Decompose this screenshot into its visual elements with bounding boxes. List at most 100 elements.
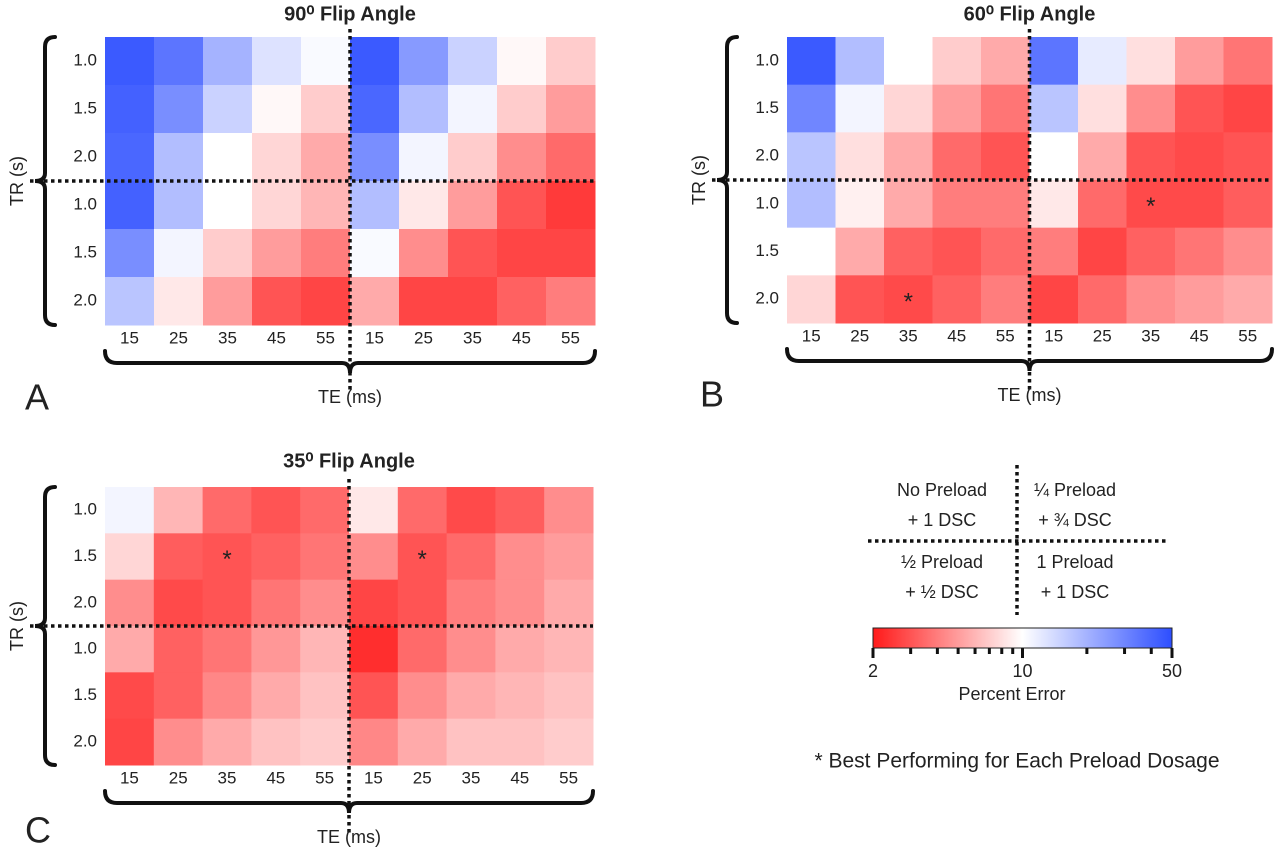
heatmap-cell xyxy=(932,227,982,276)
heatmap-cell xyxy=(546,229,596,278)
panel-letter: A xyxy=(25,377,49,418)
heatmap-cell xyxy=(1126,84,1176,133)
heatmap-cell xyxy=(301,133,351,182)
heatmap-cell xyxy=(202,533,252,581)
heatmap-cell xyxy=(252,181,302,230)
legend-text: + 1 DSC xyxy=(1041,582,1110,602)
heatmap-cell xyxy=(884,275,933,324)
heatmap-cell xyxy=(301,37,351,86)
heatmap-cell xyxy=(153,626,204,673)
colorbar-tick-label: 2 xyxy=(868,661,878,681)
footnote: * Best Performing for Each Preload Dosag… xyxy=(814,750,1219,773)
x-tick-label: 55 xyxy=(996,326,1015,345)
heatmap-cell xyxy=(835,275,885,324)
legend-text: + ¾ DSC xyxy=(1038,510,1112,530)
heatmap-cell xyxy=(350,181,400,230)
y-tick-label: 2.0 xyxy=(73,290,97,309)
heatmap-cell xyxy=(1223,84,1273,133)
heatmap-cell xyxy=(1175,180,1224,229)
heatmap-cell xyxy=(1175,227,1224,276)
heatmap-cell xyxy=(154,181,204,230)
y-axis-label: TR (s) xyxy=(689,155,709,205)
heatmap-cell xyxy=(301,277,351,326)
x-tick-label: 45 xyxy=(512,328,531,347)
panel-letter: B xyxy=(700,374,724,415)
heatmap-cell xyxy=(1175,275,1224,324)
x-tick-label: 25 xyxy=(850,326,869,345)
heatmap-cell xyxy=(546,85,596,134)
heatmap-cell xyxy=(884,132,933,181)
legend-text: ¼ Preload xyxy=(1034,480,1116,500)
y-tick-label: 1.5 xyxy=(73,242,97,261)
heatmap-cell xyxy=(544,672,594,720)
legend-text: 1 Preload xyxy=(1036,552,1113,572)
x-tick-label: 35 xyxy=(463,328,482,347)
heatmap-cell xyxy=(497,133,547,182)
heatmap-cell xyxy=(300,626,350,673)
heatmap-cell xyxy=(153,718,204,766)
heatmap-cell xyxy=(1078,37,1127,86)
x-tick-label: 35 xyxy=(218,768,237,787)
heatmap-cell xyxy=(105,579,155,627)
heatmap-cell xyxy=(495,718,545,766)
heatmap-cell xyxy=(932,132,982,181)
panel-letter: C xyxy=(25,810,51,851)
heatmap-cell xyxy=(252,229,302,278)
heatmap-cell xyxy=(105,277,155,326)
x-tick-label: 35 xyxy=(218,328,237,347)
heatmap-cell xyxy=(301,229,351,278)
heatmap-cell xyxy=(350,85,400,134)
heatmap-cell xyxy=(787,84,836,133)
heatmap-cell xyxy=(202,672,252,720)
heatmap-cell xyxy=(251,579,301,627)
heatmap-cell xyxy=(497,181,547,230)
heatmap-cell xyxy=(1078,275,1127,324)
heatmap-cell xyxy=(154,85,204,134)
heatmap-cell xyxy=(448,277,498,326)
heatmap-cell xyxy=(154,37,204,86)
heatmap-cell xyxy=(546,37,596,86)
heatmap-cell xyxy=(399,37,449,86)
heatmap-cell xyxy=(1126,37,1176,86)
heatmap-cell xyxy=(1078,132,1127,181)
x-tick-label: 55 xyxy=(561,328,580,347)
bracket xyxy=(716,35,739,325)
heatmap-cell xyxy=(397,626,448,673)
heatmap-cell xyxy=(1223,132,1273,181)
y-tick-label: 1.0 xyxy=(73,639,97,658)
heatmap-cell xyxy=(787,37,836,86)
heatmap-cell xyxy=(1175,132,1224,181)
heatmap-cell xyxy=(105,487,155,534)
heatmap-cell xyxy=(350,277,400,326)
heatmap-cell xyxy=(251,718,301,766)
heatmap-cell xyxy=(981,37,1030,86)
x-axis-label: TE (ms) xyxy=(318,387,382,407)
x-tick-label: 35 xyxy=(1141,326,1160,345)
heatmap-cell xyxy=(448,37,498,86)
heatmap-cell xyxy=(300,487,350,534)
heatmap-cell xyxy=(1078,180,1127,229)
heatmap-cell xyxy=(884,84,933,133)
legend-text: + 1 DSC xyxy=(908,510,977,530)
heatmap-cell xyxy=(154,229,204,278)
x-tick-label: 45 xyxy=(947,326,966,345)
heatmap-cell xyxy=(1029,84,1079,133)
y-tick-label: 1.0 xyxy=(755,50,779,69)
heatmap-cell xyxy=(1029,180,1079,229)
annotation: * xyxy=(904,289,913,316)
heatmap-cell xyxy=(252,133,302,182)
heatmap-cell xyxy=(787,132,836,181)
heatmap-cell xyxy=(202,579,252,627)
heatmap-cell xyxy=(153,533,204,581)
heatmap-cell xyxy=(252,85,302,134)
heatmap-cell xyxy=(399,85,449,134)
y-tick-label: 2.0 xyxy=(755,289,779,308)
heatmap-cell xyxy=(349,672,399,720)
bracket xyxy=(34,485,57,767)
y-tick-label: 1.0 xyxy=(73,50,97,69)
heatmap-cell xyxy=(1175,84,1224,133)
heatmap-cell xyxy=(932,84,982,133)
heatmap-cell xyxy=(1126,180,1176,229)
heatmap-cell xyxy=(1029,132,1079,181)
heatmap-cell xyxy=(154,133,204,182)
